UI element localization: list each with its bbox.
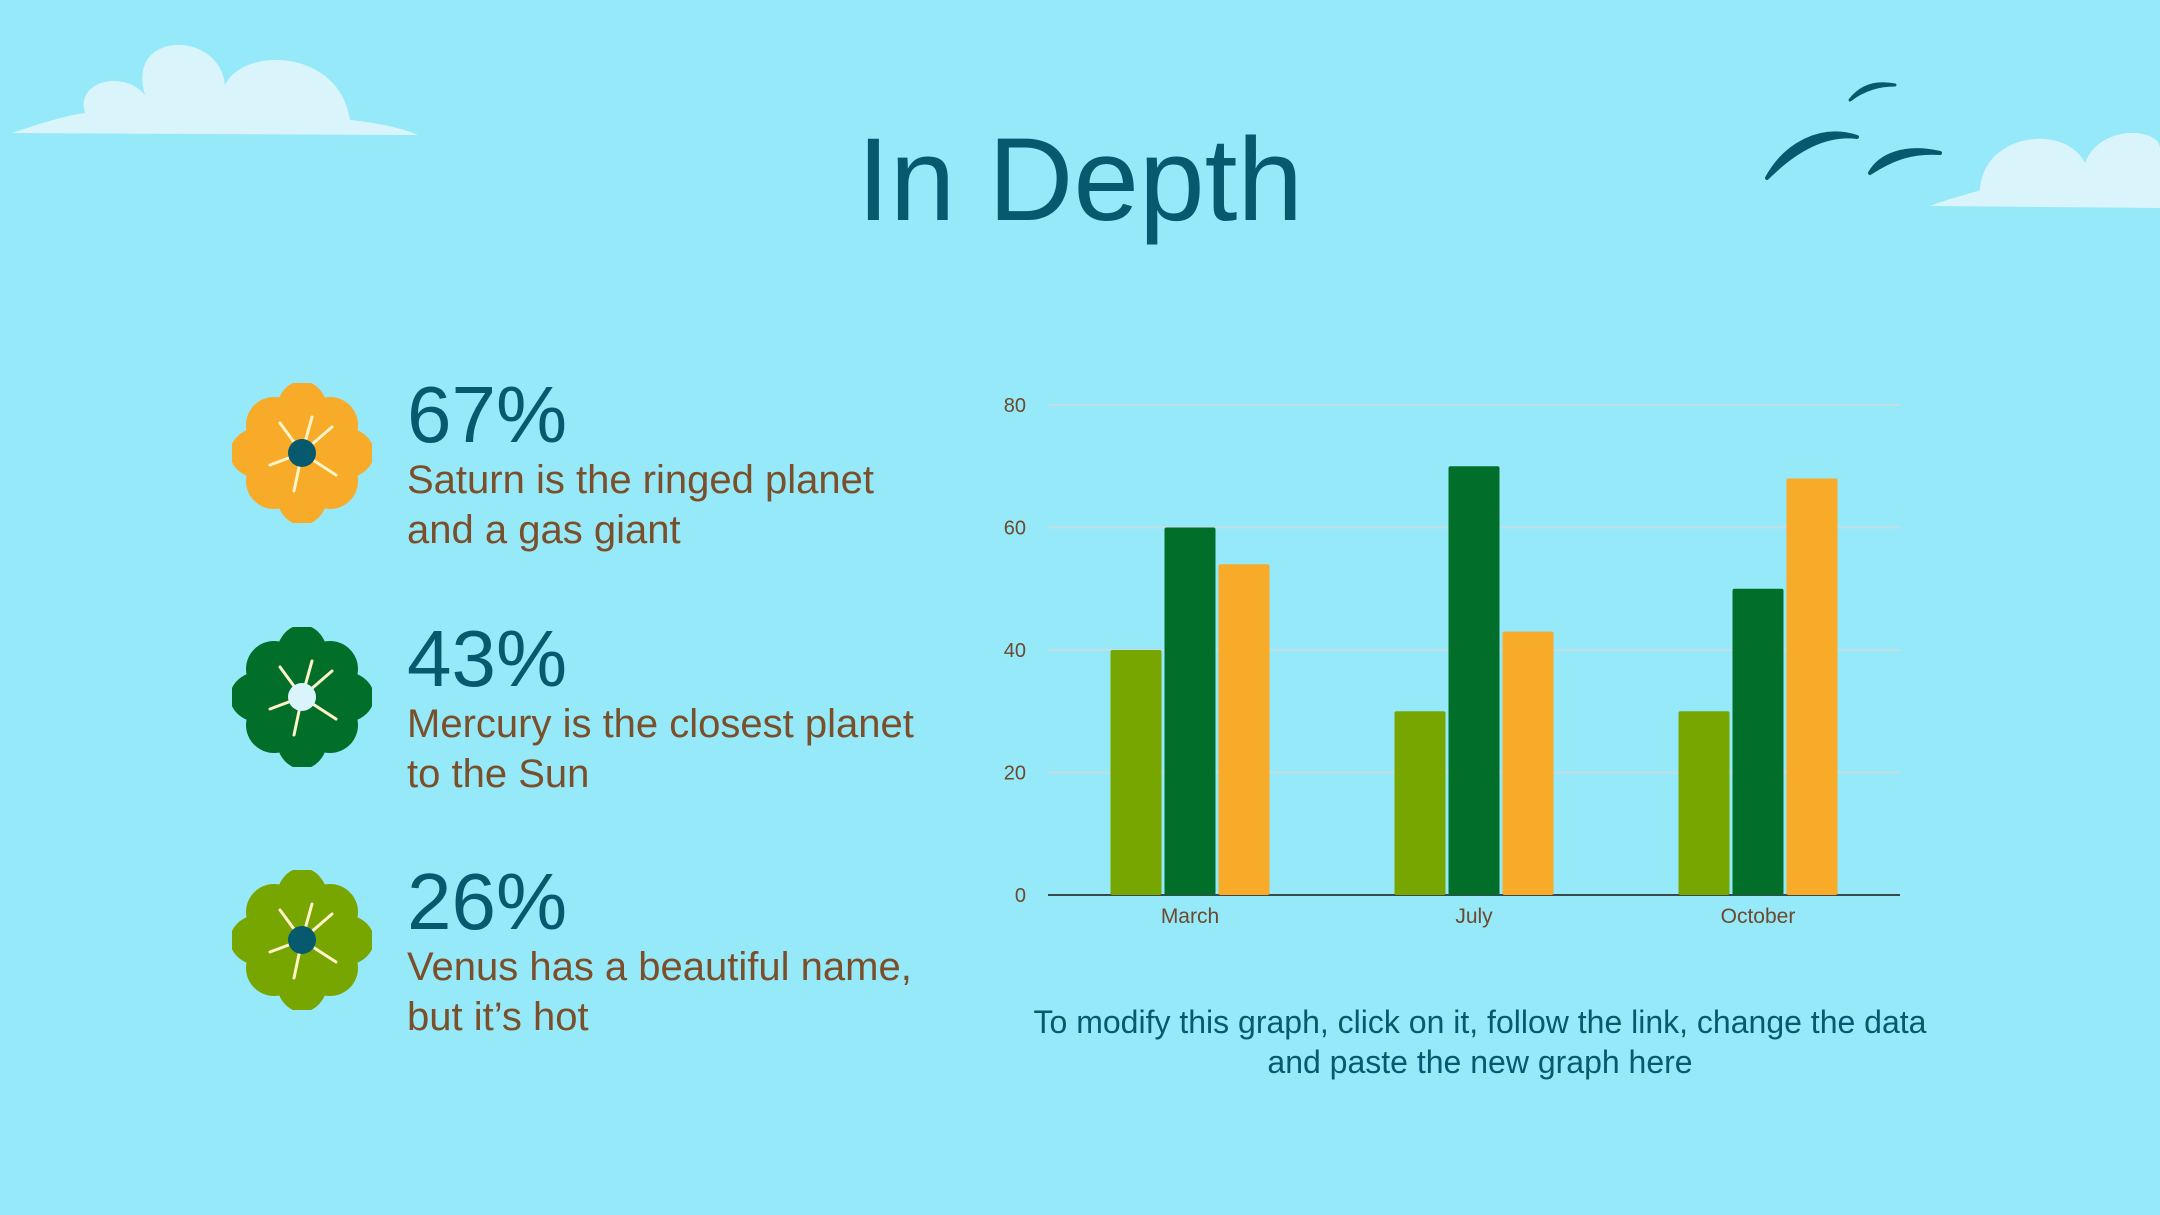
chart-instruction-text: To modify this graph, click on it, follo… <box>1033 1004 1927 1080</box>
bar[interactable] <box>1502 631 1554 895</box>
bar[interactable] <box>1218 564 1270 895</box>
x-tick-label: March <box>1161 905 1219 928</box>
stat-item: 26% Venus has a beautiful name, but it’s… <box>232 862 932 1039</box>
y-tick-label: 60 <box>1004 518 1026 540</box>
y-tick-label: 80 <box>1004 395 1026 417</box>
bar-chart[interactable]: 0 20 40 60 80 March July October <box>990 380 1910 940</box>
bar[interactable] <box>1164 527 1216 896</box>
stat-description: Venus has a beautiful name, but it’s hot <box>407 945 912 1039</box>
cloud-top-right <box>1930 132 2160 208</box>
bar[interactable] <box>1678 711 1730 895</box>
y-tick-label: 0 <box>1015 885 1026 907</box>
stat-description: Saturn is the ringed planet and a gas gi… <box>407 458 874 552</box>
stat-percentage: 67% <box>407 370 568 459</box>
stat-percentage: 43% <box>407 614 568 703</box>
stat-percentage: 26% <box>407 857 568 946</box>
bar[interactable] <box>1786 478 1838 896</box>
y-tick-label: 40 <box>1004 640 1026 662</box>
bar[interactable] <box>1394 711 1446 895</box>
flower-icon <box>232 870 372 1010</box>
slide-title: In Depth <box>856 114 1304 246</box>
bar[interactable] <box>1732 588 1784 895</box>
cloud-top-left <box>12 44 418 135</box>
y-tick-label: 20 <box>1004 763 1026 785</box>
birds-icon <box>1765 82 1942 180</box>
x-tick-label: October <box>1721 905 1796 928</box>
x-tick-label: July <box>1455 905 1493 928</box>
stat-item: 43% Mercury is the closest planet to the… <box>232 619 932 796</box>
flower-icon <box>232 383 372 523</box>
stat-item: 67% Saturn is the ringed planet and a ga… <box>232 375 932 552</box>
stat-description: Mercury is the closest planet to the Sun <box>407 702 914 796</box>
bar[interactable] <box>1110 650 1162 895</box>
bar[interactable] <box>1448 466 1500 895</box>
flower-icon <box>232 627 372 767</box>
